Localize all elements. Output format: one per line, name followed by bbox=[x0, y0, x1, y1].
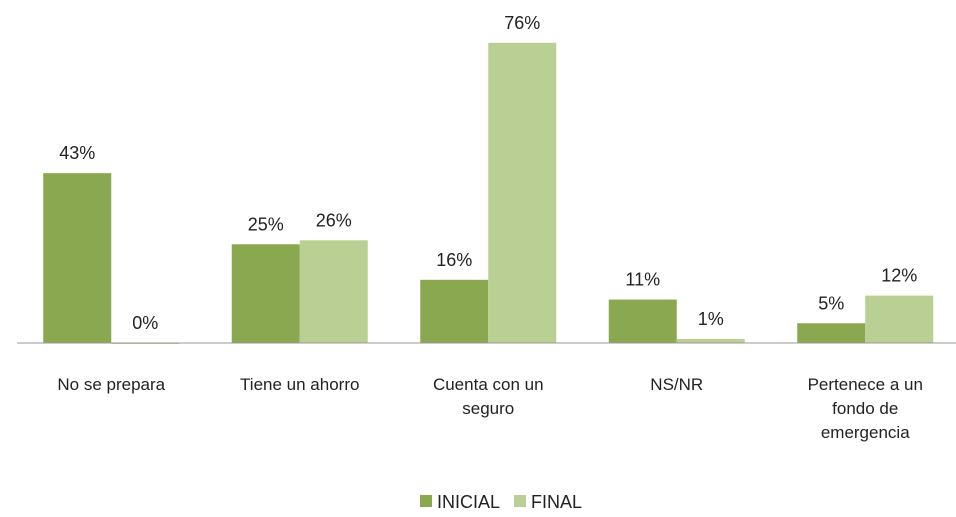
data-label: 0% bbox=[132, 313, 158, 333]
bar bbox=[676, 339, 745, 343]
bar bbox=[608, 299, 677, 343]
data-label: 12% bbox=[881, 266, 917, 286]
legend-swatch bbox=[420, 495, 432, 507]
data-label: 76% bbox=[504, 13, 540, 33]
data-label: 5% bbox=[818, 293, 844, 313]
bar bbox=[231, 244, 300, 343]
x-tick-label: Tiene un ahorro bbox=[240, 375, 360, 394]
bar bbox=[865, 295, 934, 343]
legend-label: INICIAL bbox=[437, 492, 500, 512]
x-tick-label: Cuenta con un seguro bbox=[432, 375, 544, 418]
bar bbox=[420, 279, 489, 343]
bar bbox=[488, 42, 557, 344]
data-label: 25% bbox=[248, 214, 284, 234]
bar bbox=[43, 173, 112, 343]
x-tick-label: NS/NR bbox=[650, 375, 704, 394]
legend-label: FINAL bbox=[531, 492, 582, 512]
data-label: 26% bbox=[316, 210, 352, 230]
bar bbox=[299, 240, 368, 343]
data-label: 1% bbox=[698, 309, 724, 329]
data-label: 11% bbox=[625, 270, 660, 290]
x-tick-label: Pertenece a un fondo de emergencia bbox=[807, 375, 923, 442]
x-tick-label: No se prepara bbox=[57, 375, 166, 394]
bar bbox=[797, 323, 866, 343]
legend-swatch bbox=[514, 495, 527, 507]
data-label: 16% bbox=[436, 250, 472, 270]
data-label: 43% bbox=[59, 143, 95, 163]
